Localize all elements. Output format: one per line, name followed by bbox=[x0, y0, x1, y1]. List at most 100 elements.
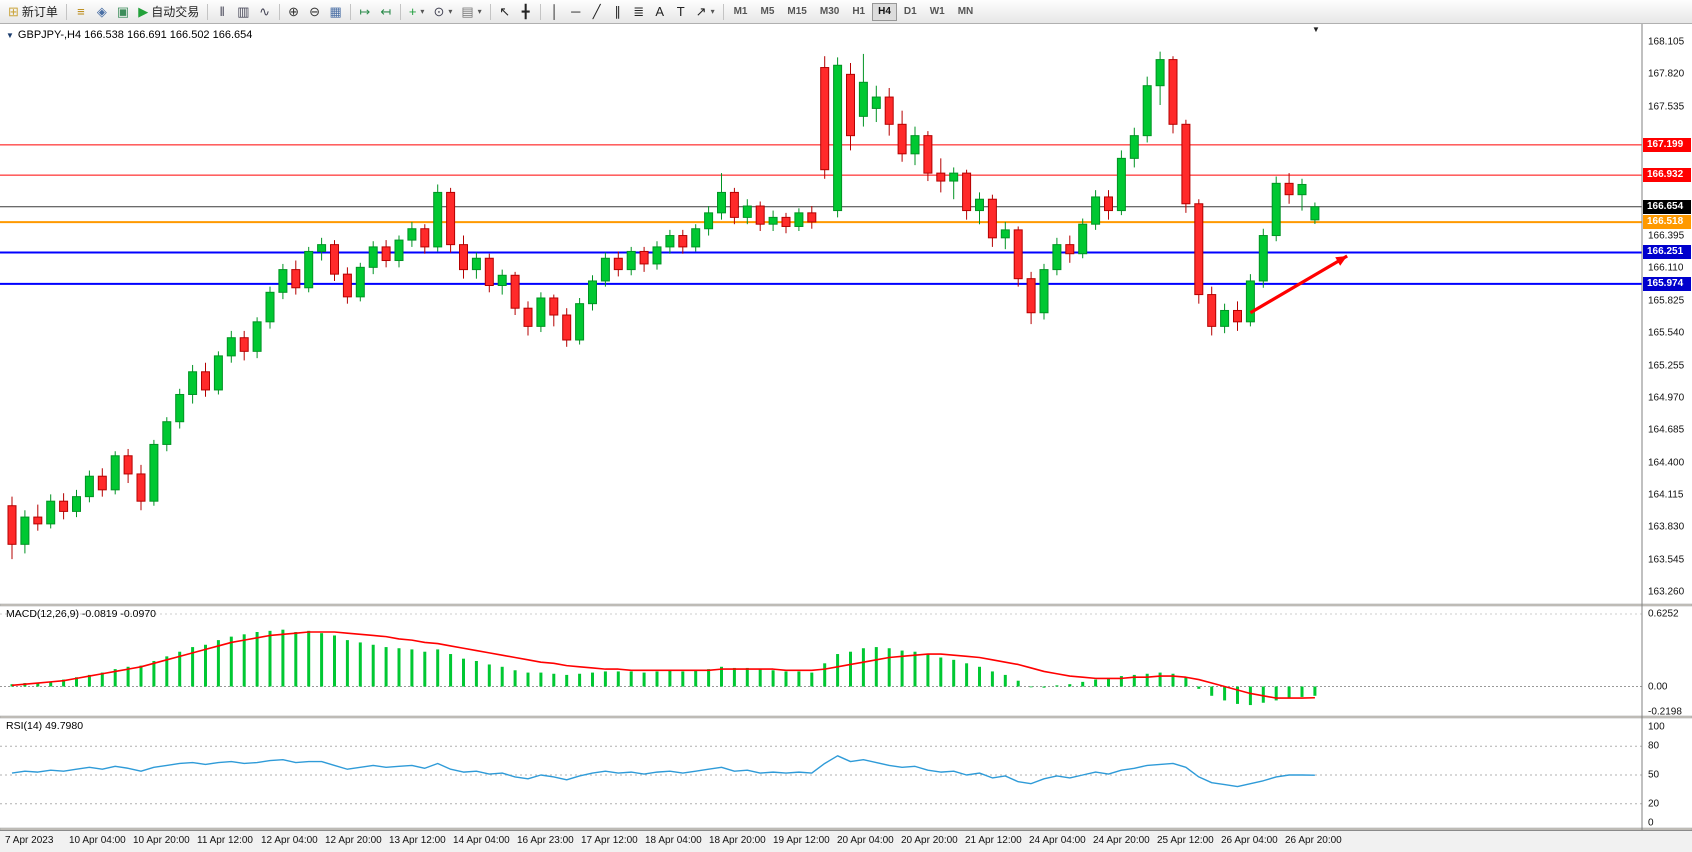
candle-body bbox=[768, 216, 778, 225]
candle-body bbox=[794, 212, 804, 227]
line-chart-button[interactable]: ∿ bbox=[255, 2, 275, 22]
fibonacci-button[interactable]: ≣ bbox=[629, 2, 649, 22]
candle-body bbox=[949, 172, 959, 182]
main-toolbar: ⊞ 新订单 ≡ ◈ ▣ ▶ 自动交易 ‖ ▥ ∿ ⊕ ⊖ ▦ ↦ ↤ + ▾ ⊙ ▾ ▤ ▾ ↖ ╋ │ ─ ╱ ∥ ≣ A T ↗ ▾ M1 M… bbox=[0, 0, 1692, 24]
expand-triangle-icon[interactable]: ▼ bbox=[6, 30, 14, 40]
horizontal-line-button[interactable]: ─ bbox=[566, 2, 586, 22]
text-icon: A bbox=[655, 4, 664, 19]
timeframe-m15-button[interactable]: M15 bbox=[781, 3, 812, 21]
candle-body bbox=[46, 500, 56, 525]
auto-scroll-button[interactable]: ↦ bbox=[355, 2, 375, 22]
time-axis[interactable]: 7 Apr 2023 10 Apr 04:00 10 Apr 20:00 11 Apr… bbox=[0, 830, 1692, 852]
macd-histogram-bar bbox=[1094, 679, 1098, 687]
templates-button[interactable]: ▤ ▾ bbox=[457, 2, 485, 22]
candle-body bbox=[265, 291, 275, 323]
macd-histogram-bar bbox=[397, 648, 401, 687]
macd-histogram-bar bbox=[152, 660, 156, 687]
bar-chart-button[interactable]: ‖ bbox=[212, 2, 232, 22]
periods-button[interactable]: ⊙ ▾ bbox=[429, 2, 456, 22]
label-button[interactable]: T bbox=[671, 2, 691, 22]
candle-body bbox=[1052, 244, 1062, 271]
candle-body bbox=[1000, 229, 1010, 239]
new-order-button[interactable]: ⊞ 新订单 bbox=[4, 2, 62, 22]
timeframe-w1-button[interactable]: W1 bbox=[924, 3, 951, 21]
candle-body bbox=[510, 274, 520, 309]
text-button[interactable]: A bbox=[650, 2, 670, 22]
panel-divider[interactable] bbox=[0, 715, 1692, 719]
market-watch-button[interactable]: ≡ bbox=[71, 2, 91, 22]
macd-histogram-bar bbox=[513, 670, 517, 687]
chart-shift-button[interactable]: ↤ bbox=[376, 2, 396, 22]
candle-body bbox=[704, 212, 714, 230]
chart-shift-marker-icon[interactable]: ▼ bbox=[1312, 25, 1320, 34]
macd-histogram-bar bbox=[423, 651, 427, 687]
panel-divider[interactable] bbox=[0, 603, 1692, 607]
macd-histogram-bar bbox=[526, 672, 530, 687]
chart-shift-icon: ↤ bbox=[380, 4, 392, 19]
cursor-button[interactable]: ↖ bbox=[495, 2, 515, 22]
autotrading-icon: ▶ bbox=[138, 4, 149, 19]
candle-body bbox=[1310, 206, 1320, 221]
macd-histogram-bar bbox=[281, 629, 285, 687]
macd-histogram-bar bbox=[810, 672, 814, 687]
trendline-button[interactable]: ╱ bbox=[587, 2, 607, 22]
macd-histogram-bar bbox=[75, 677, 78, 687]
macd-histogram-bar bbox=[1223, 686, 1227, 701]
candle-body bbox=[1026, 278, 1036, 314]
macd-histogram-bar bbox=[487, 664, 491, 687]
new-order-button-label: 新订单 bbox=[21, 5, 58, 19]
timeframe-mn-button[interactable]: MN bbox=[952, 3, 980, 21]
autotrading-button[interactable]: ▶ 自动交易 bbox=[134, 2, 203, 22]
candle-body bbox=[433, 191, 443, 248]
navigator-button[interactable]: ◈ bbox=[92, 2, 112, 22]
candle-body bbox=[678, 235, 688, 248]
macd-histogram-bar bbox=[900, 650, 904, 687]
candle-body bbox=[1039, 269, 1049, 314]
timeframe-h4-button[interactable]: H4 bbox=[872, 2, 897, 21]
channel-button[interactable]: ∥ bbox=[608, 2, 628, 22]
arrows-button[interactable]: ↗ ▾ bbox=[692, 2, 719, 22]
zoom-in-button[interactable]: ⊕ bbox=[284, 2, 304, 22]
tile-windows-icon: ▦ bbox=[329, 4, 342, 19]
candle-body bbox=[781, 216, 791, 227]
terminal-button[interactable]: ▣ bbox=[113, 2, 133, 22]
candle-body bbox=[1284, 182, 1294, 196]
crosshair-button[interactable]: ╋ bbox=[516, 2, 536, 22]
macd-histogram-bar bbox=[49, 681, 53, 687]
macd-histogram-bar bbox=[1158, 672, 1162, 687]
candle-body bbox=[136, 473, 146, 502]
macd-histogram-bar bbox=[474, 660, 478, 687]
timeframe-d1-button[interactable]: D1 bbox=[898, 3, 923, 21]
candlestick-chart-button[interactable]: ▥ bbox=[233, 2, 253, 22]
macd-histogram-bar bbox=[255, 631, 259, 687]
crosshair-icon: ╋ bbox=[521, 4, 530, 19]
macd-histogram-bar bbox=[939, 657, 943, 687]
macd-histogram-bar bbox=[449, 654, 453, 687]
macd-histogram-bar bbox=[204, 644, 207, 687]
macd-histogram-bar bbox=[384, 647, 388, 687]
timeframe-m1-button[interactable]: M1 bbox=[728, 3, 754, 21]
timeframe-h1-button[interactable]: H1 bbox=[846, 3, 871, 21]
macd-histogram-bar bbox=[1236, 686, 1239, 704]
tile-windows-button[interactable]: ▦ bbox=[326, 2, 346, 22]
trend-arrow[interactable] bbox=[1249, 254, 1348, 315]
candle-body bbox=[213, 355, 223, 391]
toolbar-separator bbox=[349, 3, 351, 20]
candle-body bbox=[471, 257, 481, 271]
timeframe-m30-button[interactable]: M30 bbox=[814, 3, 845, 21]
macd-histogram-bar bbox=[1016, 680, 1020, 687]
time-label: 11 Apr 12:00 bbox=[197, 835, 253, 846]
timeframe-m5-button[interactable]: M5 bbox=[755, 3, 781, 21]
candle-body bbox=[1129, 135, 1139, 159]
macd-histogram-bar bbox=[178, 651, 182, 687]
fibonacci-icon: ≣ bbox=[633, 4, 645, 19]
indicators-button[interactable]: + ▾ bbox=[405, 2, 429, 22]
time-label: 12 Apr 20:00 bbox=[325, 835, 382, 846]
autotrading-button-label: 自动交易 bbox=[151, 5, 200, 19]
zoom-out-button[interactable]: ⊖ bbox=[305, 2, 325, 22]
macd-histogram-bar bbox=[784, 671, 788, 687]
vertical-line-button[interactable]: │ bbox=[545, 2, 565, 22]
toolbar-separator bbox=[722, 3, 724, 20]
macd-histogram-bar bbox=[629, 671, 633, 687]
